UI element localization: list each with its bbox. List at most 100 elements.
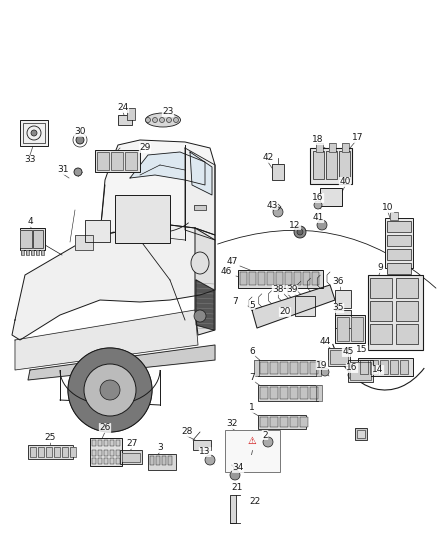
Text: 31: 31 [57, 166, 69, 174]
Polygon shape [15, 310, 198, 370]
Bar [337, 317, 349, 341]
Bar [85, 220, 110, 242]
Bar [370, 278, 392, 298]
Bar [36, 250, 39, 255]
Text: 20: 20 [279, 308, 291, 317]
Circle shape [205, 455, 215, 465]
Bar [258, 415, 306, 429]
Text: 28: 28 [181, 427, 193, 437]
Bar [70, 447, 76, 457]
Bar [270, 387, 278, 399]
Bar [41, 250, 44, 255]
Bar [120, 450, 142, 464]
Bar [295, 296, 315, 316]
Bar [258, 360, 316, 376]
Bar [249, 272, 256, 285]
Ellipse shape [145, 113, 180, 127]
Bar [127, 108, 135, 120]
Circle shape [159, 117, 165, 123]
Bar [339, 151, 350, 179]
Bar [260, 387, 268, 399]
Bar [310, 387, 318, 399]
Bar [20, 228, 45, 250]
Bar [162, 456, 166, 465]
Bar [258, 385, 318, 401]
Bar [300, 362, 308, 374]
Polygon shape [196, 280, 214, 330]
Text: 26: 26 [99, 424, 111, 432]
Text: 5: 5 [249, 301, 255, 310]
Bar [92, 458, 96, 464]
Circle shape [297, 229, 303, 235]
Bar [38, 447, 44, 457]
Bar [104, 450, 108, 456]
Bar [194, 205, 206, 210]
Bar [342, 143, 349, 152]
Circle shape [194, 310, 206, 322]
Bar [396, 278, 418, 298]
Bar [54, 447, 60, 457]
Bar [320, 188, 342, 206]
Bar [118, 115, 132, 125]
Bar [260, 362, 268, 374]
Bar [387, 221, 411, 232]
Bar [21, 250, 24, 255]
Bar [70, 447, 76, 457]
Circle shape [173, 117, 179, 123]
Bar [127, 108, 135, 120]
Bar [258, 415, 306, 429]
Bar [270, 362, 278, 374]
Text: ⚠: ⚠ [247, 436, 256, 446]
Bar [330, 350, 348, 364]
Text: 24: 24 [117, 103, 129, 112]
Bar [41, 250, 44, 255]
Bar [98, 440, 102, 446]
Bar [110, 450, 114, 456]
Text: 10: 10 [382, 204, 394, 213]
Text: 17: 17 [352, 133, 364, 142]
Bar [316, 385, 322, 401]
Bar [92, 458, 96, 464]
Bar [258, 272, 265, 285]
Bar [20, 120, 48, 146]
Bar [116, 458, 120, 464]
Bar [312, 272, 319, 285]
Bar [400, 360, 408, 374]
Bar [193, 440, 211, 450]
Bar [23, 123, 45, 143]
Polygon shape [195, 228, 215, 335]
Bar [348, 360, 373, 382]
Bar [370, 324, 392, 344]
Bar [54, 447, 60, 457]
Circle shape [76, 136, 84, 144]
Text: 43: 43 [266, 200, 278, 209]
Bar [329, 143, 336, 152]
Text: 23: 23 [162, 108, 174, 117]
Bar [95, 150, 140, 172]
Bar [300, 417, 308, 427]
Bar [316, 143, 323, 152]
Text: 13: 13 [199, 448, 211, 456]
Bar [92, 440, 96, 446]
Bar [358, 358, 413, 376]
Bar [310, 362, 318, 374]
Text: 2: 2 [262, 431, 268, 440]
Bar [36, 250, 39, 255]
Bar [104, 458, 108, 464]
Bar [370, 278, 392, 298]
Bar [116, 450, 120, 456]
Bar [270, 362, 278, 374]
Bar [368, 275, 423, 350]
Bar [385, 218, 413, 268]
Bar [387, 263, 411, 274]
Bar [62, 447, 68, 457]
Bar [387, 235, 411, 246]
Bar [90, 438, 122, 466]
Polygon shape [12, 225, 215, 340]
Bar [31, 250, 34, 255]
Bar [272, 164, 284, 180]
Polygon shape [185, 148, 215, 240]
Bar [122, 453, 140, 462]
Circle shape [294, 226, 306, 238]
Bar [380, 360, 388, 374]
